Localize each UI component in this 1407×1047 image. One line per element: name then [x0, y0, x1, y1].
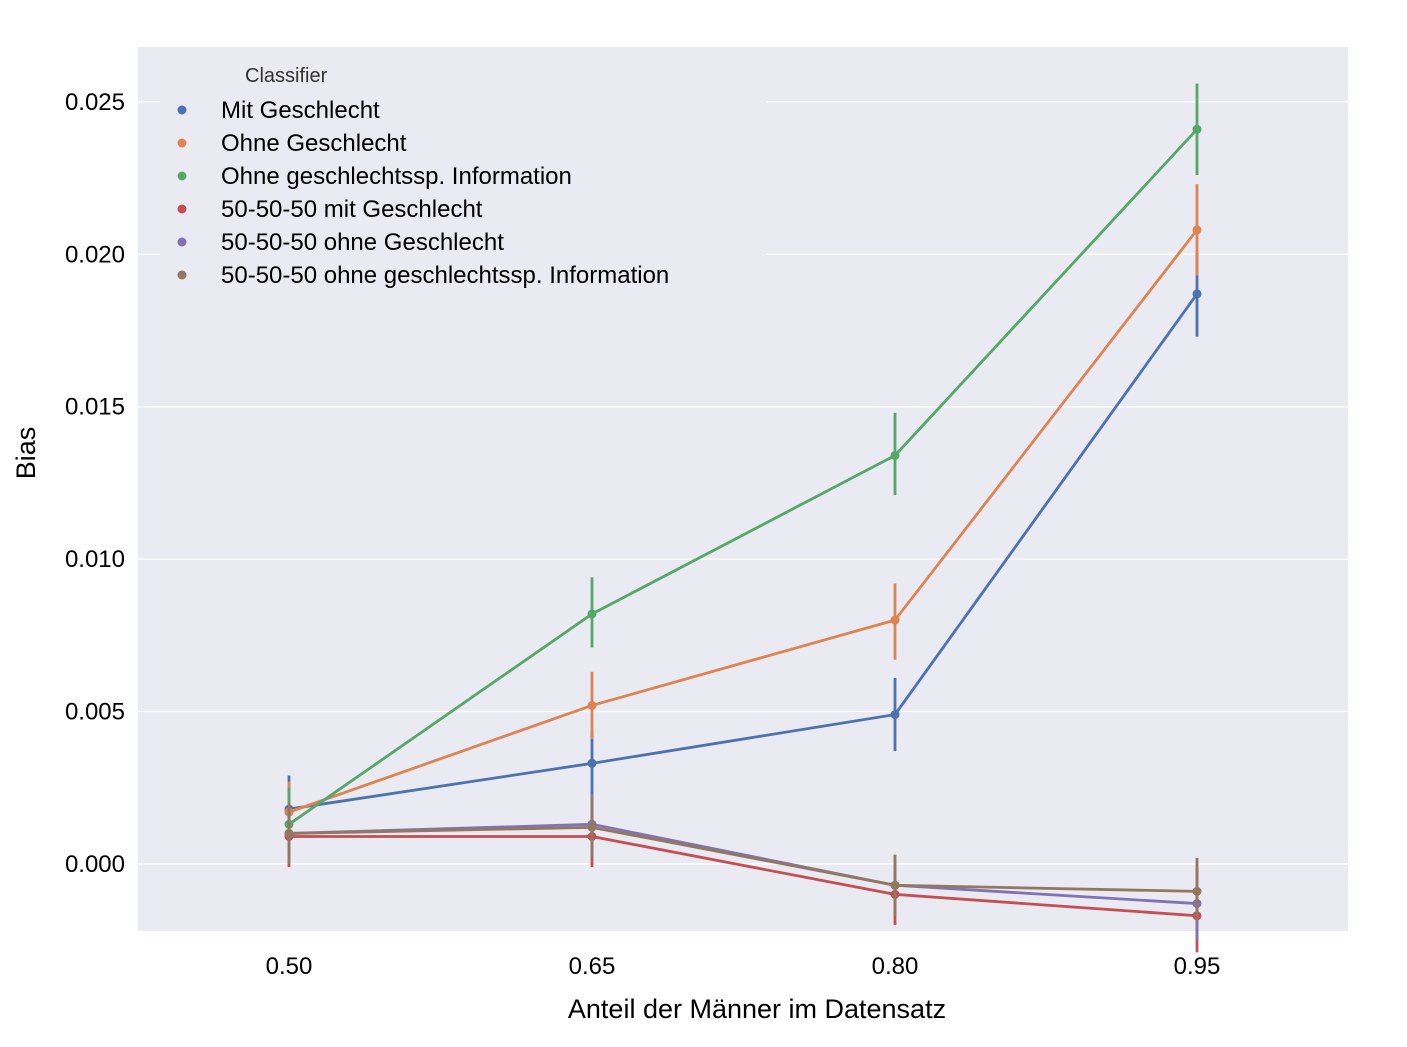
legend-marker: [177, 138, 187, 148]
legend-entry: 50-50-50 ohne Geschlecht: [221, 229, 504, 256]
data-point: [1192, 886, 1202, 896]
legend-marker: [177, 105, 187, 115]
x-tick-label: 0.50: [266, 953, 313, 980]
x-tick-labels: 0.50 0.65 0.80 0.95: [266, 953, 1221, 980]
legend: Classifier Mit Geschlecht Ohne Geschlecht…: [160, 58, 766, 298]
data-point: [890, 710, 900, 720]
x-axis-label: Anteil der Männer im Datensatz: [568, 994, 946, 1024]
y-tick-label: 0.020: [65, 241, 125, 268]
series-line: [288, 128, 1199, 826]
y-axis-label: Bias: [11, 427, 41, 480]
legend-entry: Ohne Geschlecht: [221, 130, 407, 157]
series-group: [284, 83, 1202, 953]
data-point: [890, 450, 900, 460]
y-tick-labels: 0.000 0.005 0.010 0.015 0.020 0.025: [65, 89, 125, 878]
data-point: [1192, 225, 1202, 235]
legend-entry: Ohne geschlechtssp. Information: [221, 163, 572, 190]
y-tick-label: 0.005: [65, 699, 125, 726]
legend-title: Classifier: [245, 65, 328, 87]
legend-marker: [177, 270, 187, 280]
data-point: [890, 615, 900, 625]
series-line: [289, 835, 1198, 918]
data-point: [587, 700, 597, 710]
series-line: [288, 293, 1199, 811]
data-point: [1192, 124, 1202, 134]
y-tick-label: 0.025: [65, 89, 125, 116]
data-point: [587, 822, 597, 832]
series-line: [288, 229, 1199, 814]
x-tick-label: 0.65: [569, 953, 616, 980]
legend-marker: [177, 204, 187, 214]
series-line: [288, 822, 1198, 905]
x-tick-label: 0.95: [1174, 953, 1221, 980]
data-point: [1192, 289, 1202, 299]
legend-box: [160, 58, 766, 298]
y-tick-label: 0.000: [65, 851, 125, 878]
legend-entry: Mit Geschlecht: [221, 97, 380, 124]
data-point: [587, 609, 597, 619]
series-6: [284, 796, 1202, 922]
y-tick-label: 0.015: [65, 394, 125, 421]
legend-marker: [177, 237, 187, 247]
y-tick-label: 0.010: [65, 546, 125, 573]
legend-marker: [177, 171, 187, 181]
legend-entry: 50-50-50 ohne geschlechtssp. Information: [221, 262, 669, 289]
data-point: [587, 758, 597, 768]
data-point: [284, 828, 294, 838]
x-tick-label: 0.80: [872, 953, 919, 980]
series-line: [288, 825, 1198, 893]
data-point: [890, 880, 900, 890]
legend-entry: 50-50-50 mit Geschlecht: [221, 196, 483, 223]
